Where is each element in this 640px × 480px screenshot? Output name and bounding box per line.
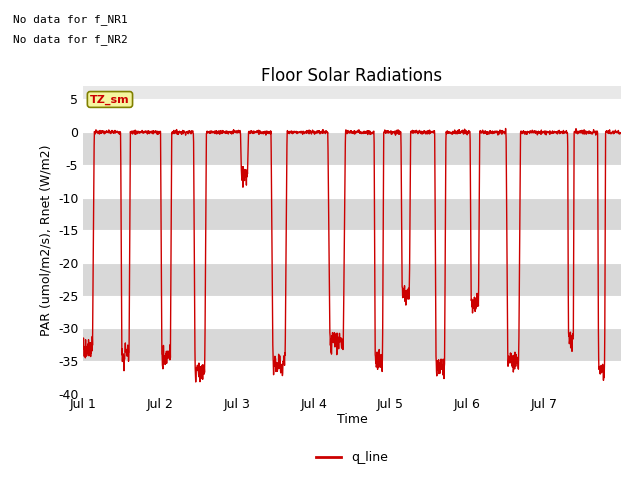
- Y-axis label: PAR (umol/m2/s), Rnet (W/m2): PAR (umol/m2/s), Rnet (W/m2): [40, 144, 52, 336]
- Text: TZ_sm: TZ_sm: [90, 95, 130, 105]
- Bar: [83, 296, 621, 328]
- Bar: [83, 361, 621, 394]
- Bar: [83, 263, 621, 296]
- Text: No data for f_NR1: No data for f_NR1: [13, 14, 127, 25]
- Bar: [83, 197, 621, 230]
- Bar: [83, 165, 621, 197]
- Bar: [83, 132, 621, 165]
- Bar: [83, 230, 621, 263]
- Bar: [83, 328, 621, 361]
- Legend: q_line: q_line: [311, 446, 393, 469]
- Bar: [83, 99, 621, 132]
- Text: No data for f_NR2: No data for f_NR2: [13, 34, 127, 45]
- X-axis label: Time: Time: [337, 413, 367, 426]
- Title: Floor Solar Radiations: Floor Solar Radiations: [261, 67, 443, 85]
